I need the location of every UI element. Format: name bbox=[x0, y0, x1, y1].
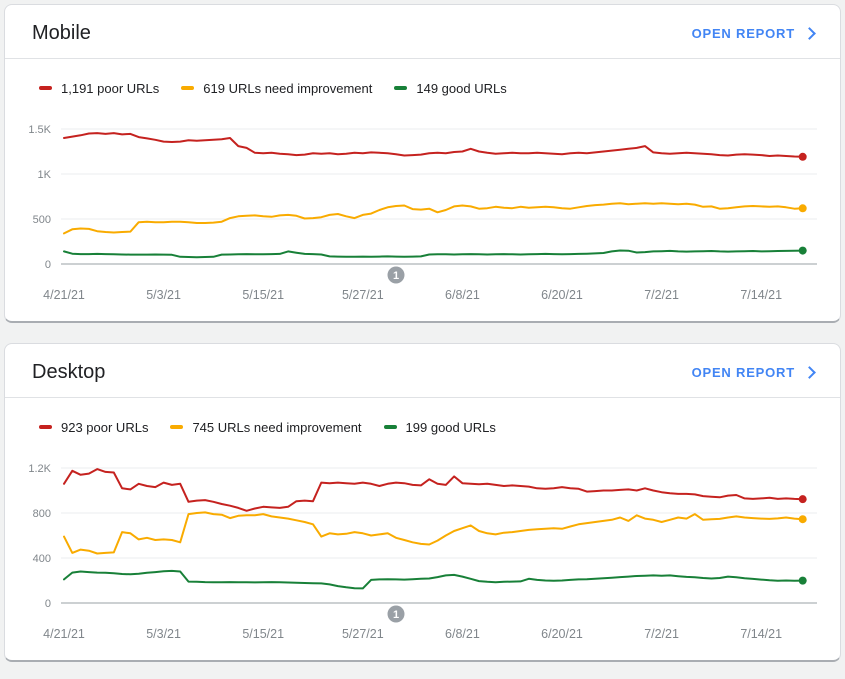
desktop-card-header: Desktop OPEN REPORT bbox=[5, 344, 840, 397]
x-axis-tick-label: 5/15/21 bbox=[242, 627, 284, 641]
y-axis-tick-label: 0 bbox=[45, 598, 51, 610]
mobile-chart-area: 1.5K 1K 500 0 4/21/21 5/3/21 5/15/21 5/27/21 6/8… bbox=[5, 116, 840, 314]
open-report-label: OPEN REPORT bbox=[691, 25, 795, 41]
y-axis-tick-label: 0 bbox=[45, 259, 51, 271]
series-line-good-urls bbox=[63, 249, 804, 259]
needs-improvement-series-marker-icon bbox=[181, 86, 195, 90]
chart-legend: 1,191 poor URLs 619 URLs need improvemen… bbox=[39, 80, 840, 96]
y-axis-tick-label: 500 bbox=[33, 214, 51, 226]
x-axis-tick-label: 5/27/21 bbox=[342, 288, 384, 302]
series-end-dot bbox=[798, 495, 807, 504]
mobile-line-chart[interactable]: 1.5K 1K 500 0 4/21/21 5/3/21 5/15/21 5/27/21 6/8… bbox=[5, 116, 841, 314]
good-series-marker-icon bbox=[383, 425, 397, 429]
x-axis-tick-label: 4/21/21 bbox=[43, 288, 85, 302]
legend-label: 745 URLs need improvement bbox=[192, 419, 362, 435]
series-end-dot bbox=[798, 152, 807, 161]
open-report-link[interactable]: OPEN REPORT bbox=[692, 365, 816, 380]
x-axis-tick-label: 5/15/21 bbox=[242, 288, 284, 302]
annotation-marker[interactable] bbox=[387, 605, 405, 623]
good-series-marker-icon bbox=[394, 86, 408, 90]
x-axis-tick-label: 5/27/21 bbox=[342, 627, 384, 641]
series-line-good-urls bbox=[63, 569, 804, 590]
x-axis-tick-label: 5/3/21 bbox=[146, 627, 181, 641]
series-end-dot bbox=[798, 576, 807, 585]
legend-label: 149 good URLs bbox=[416, 80, 507, 96]
page-title: Mobile bbox=[32, 22, 91, 44]
y-axis-tick-label: 1.2K bbox=[28, 463, 51, 475]
chevron-right-icon bbox=[803, 365, 816, 379]
y-axis-tick-label: 800 bbox=[33, 508, 51, 520]
legend-label: 619 URLs need improvement bbox=[203, 80, 373, 96]
x-axis-tick-label: 7/2/21 bbox=[644, 288, 679, 302]
legend-label: 199 good URLs bbox=[405, 419, 496, 435]
legend-item-poor[interactable]: 1,191 poor URLs bbox=[39, 81, 159, 96]
series-end-dot bbox=[798, 204, 807, 213]
legend-label: 1,191 poor URLs bbox=[61, 80, 160, 96]
legend-item-needs-improvement[interactable]: 745 URLs need improvement bbox=[170, 419, 362, 435]
y-axis-tick-label: 1K bbox=[38, 169, 52, 181]
series-end-dot bbox=[798, 515, 807, 524]
x-axis-tick-label: 7/14/21 bbox=[740, 288, 782, 302]
poor-series-marker-icon bbox=[39, 425, 52, 429]
series-line-urls-need-improvement bbox=[63, 511, 804, 555]
chevron-right-icon bbox=[803, 26, 816, 40]
open-report-label: OPEN REPORT bbox=[691, 364, 795, 380]
series-line-poor-urls bbox=[63, 132, 804, 158]
desktop-line-chart[interactable]: 1.2K 800 400 0 4/21/21 5/3/21 5/15/21 5/27/21 6/… bbox=[5, 455, 841, 653]
poor-series-marker-icon bbox=[39, 86, 52, 90]
x-axis-tick-label: 6/8/21 bbox=[445, 627, 480, 641]
y-axis-tick-label: 400 bbox=[33, 553, 51, 565]
open-report-link[interactable]: OPEN REPORT bbox=[692, 26, 816, 41]
annotation-marker-label: 1 bbox=[393, 609, 399, 621]
page-title: Desktop bbox=[32, 361, 106, 383]
series-end-dot bbox=[798, 246, 807, 255]
annotation-marker-label: 1 bbox=[393, 270, 399, 282]
legend-item-good[interactable]: 199 good URLs bbox=[383, 419, 496, 435]
legend-item-needs-improvement[interactable]: 619 URLs need improvement bbox=[181, 81, 372, 96]
legend-item-good[interactable]: 149 good URLs bbox=[394, 80, 507, 96]
series-line-poor-urls bbox=[63, 468, 804, 512]
desktop-card: Desktop OPEN REPORT 923 poor URLs 745 UR… bbox=[4, 343, 841, 662]
x-axis-tick-label: 6/20/21 bbox=[541, 627, 583, 641]
y-axis-tick-label: 1.5K bbox=[28, 124, 51, 136]
x-axis-tick-label: 7/14/21 bbox=[740, 627, 782, 641]
x-axis-tick-label: 6/8/21 bbox=[445, 288, 480, 302]
mobile-card: Mobile OPEN REPORT 1,191 poor URLs 619 U… bbox=[4, 4, 841, 323]
x-axis-tick-label: 4/21/21 bbox=[43, 627, 85, 641]
x-axis-tick-label: 5/3/21 bbox=[146, 288, 181, 302]
annotation-marker[interactable] bbox=[387, 266, 405, 284]
header-divider bbox=[5, 58, 840, 59]
legend-label: 923 poor URLs bbox=[61, 419, 149, 435]
chart-legend: 923 poor URLs 745 URLs need improvement … bbox=[39, 419, 840, 435]
header-divider bbox=[5, 397, 840, 398]
series-line-urls-need-improvement bbox=[63, 202, 804, 235]
x-axis-tick-label: 6/20/21 bbox=[541, 288, 583, 302]
legend-item-poor[interactable]: 923 poor URLs bbox=[39, 420, 148, 435]
x-axis-tick-label: 7/2/21 bbox=[644, 627, 679, 641]
mobile-card-header: Mobile OPEN REPORT bbox=[5, 5, 840, 58]
needs-improvement-series-marker-icon bbox=[170, 425, 184, 429]
desktop-chart-area: 1.2K 800 400 0 4/21/21 5/3/21 5/15/21 5/27/21 6/… bbox=[5, 455, 840, 653]
